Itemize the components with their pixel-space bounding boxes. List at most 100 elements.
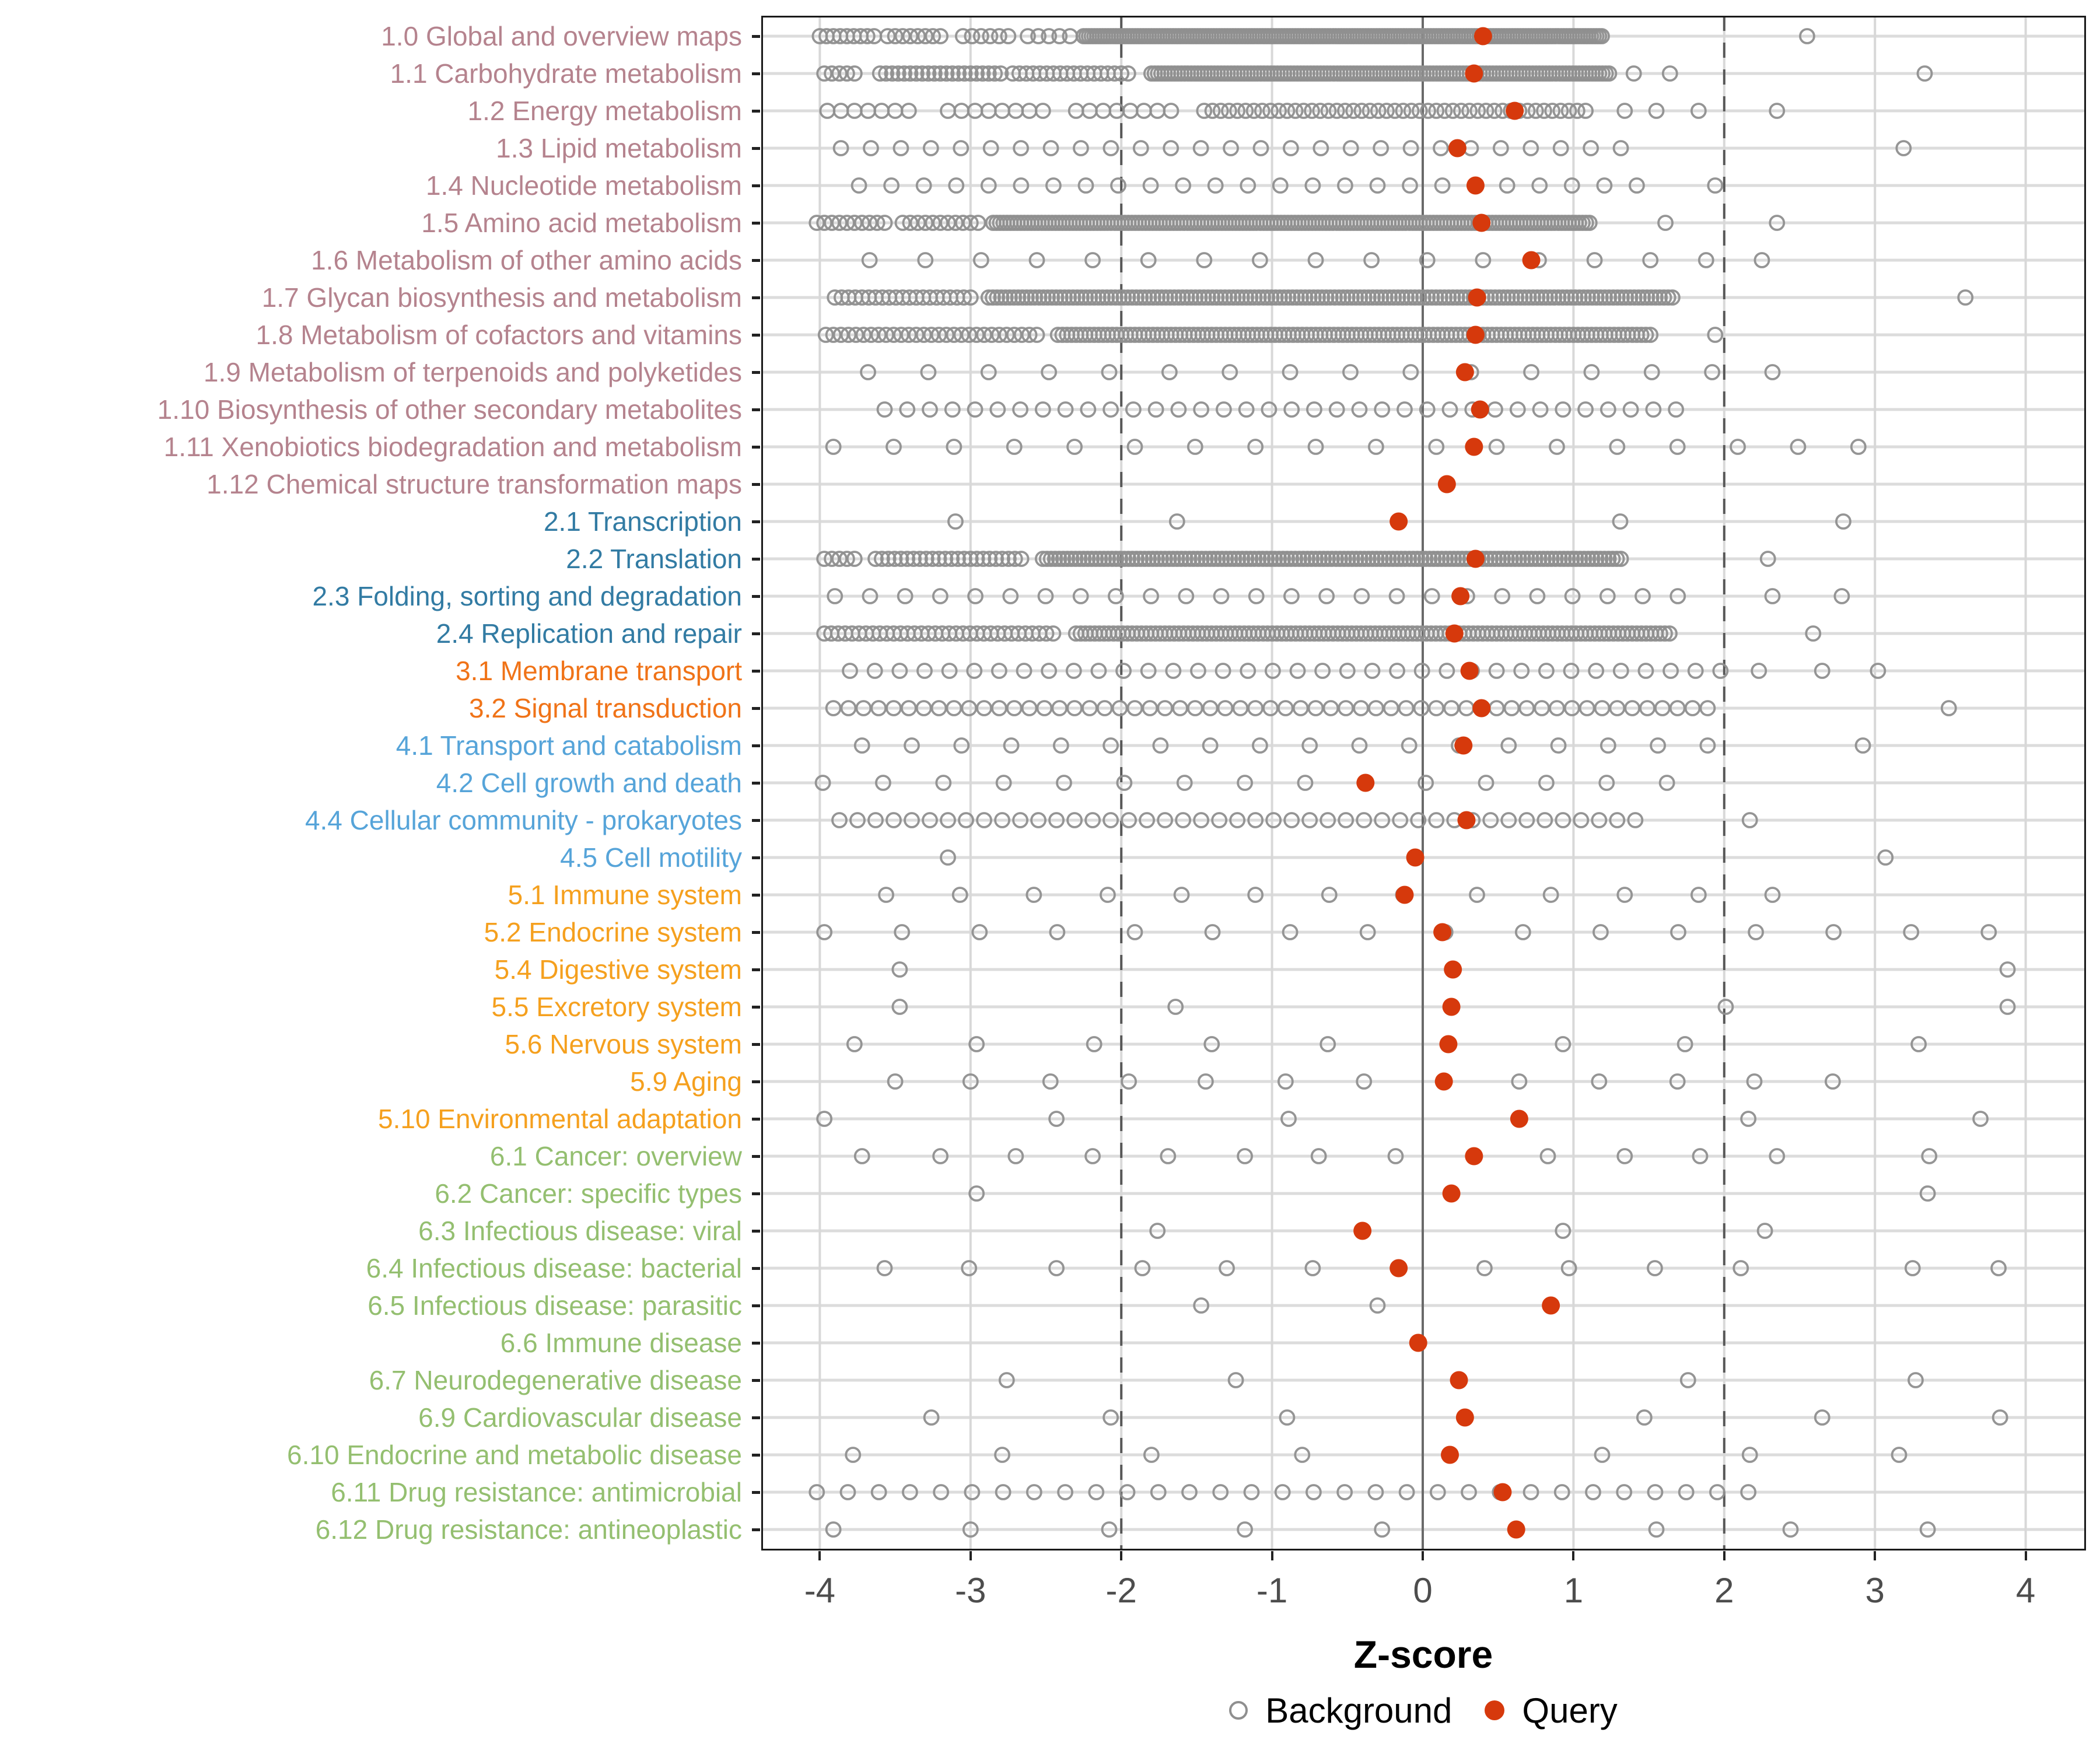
background-point — [962, 551, 979, 567]
y-axis-tick — [752, 72, 760, 75]
background-point — [923, 1409, 940, 1426]
background-point — [1369, 177, 1386, 194]
x-axis-tick-label: 1 — [1563, 1571, 1584, 1610]
background-point — [1406, 289, 1423, 306]
background-point — [1044, 289, 1060, 306]
background-point — [1289, 289, 1305, 306]
background-point — [1957, 289, 1974, 306]
background-point — [1301, 289, 1318, 306]
background-point — [1113, 65, 1130, 82]
background-point — [1592, 289, 1609, 306]
background-point — [1645, 401, 1662, 418]
background-point — [1246, 289, 1263, 306]
background-point — [1690, 887, 1707, 903]
background-point — [1921, 1148, 1938, 1164]
background-point — [1374, 401, 1391, 418]
background-point — [1741, 1447, 1758, 1463]
background-point — [1546, 289, 1563, 306]
background-point — [1403, 103, 1420, 119]
background-point — [867, 551, 884, 567]
background-point — [1072, 588, 1089, 604]
y-axis-label: 5.10 Environmental adaptation — [378, 1104, 742, 1134]
background-point — [1419, 252, 1436, 268]
background-point — [1238, 401, 1255, 418]
background-point — [1016, 663, 1032, 679]
background-point — [1026, 1484, 1042, 1500]
y-axis-label: 6.7 Neurodegenerative disease — [369, 1365, 742, 1395]
background-point — [1002, 588, 1019, 604]
background-point — [1549, 439, 1565, 455]
query-legend-label: Query — [1522, 1690, 1618, 1730]
y-axis-label: 1.6 Metabolism of other amino acids — [311, 245, 742, 275]
background-point — [968, 1036, 985, 1052]
query-point — [1450, 1371, 1468, 1390]
background-point — [964, 28, 981, 44]
background-point — [975, 551, 992, 567]
background-point — [1664, 289, 1681, 306]
background-point — [1419, 289, 1436, 306]
background-point — [1612, 513, 1629, 530]
background-point — [1592, 924, 1609, 940]
background-point — [940, 849, 956, 866]
query-legend-marker-icon — [1485, 1700, 1505, 1720]
background-point — [922, 401, 938, 418]
background-point — [1277, 1073, 1294, 1090]
query-point — [1439, 1035, 1458, 1054]
background-point — [1320, 103, 1337, 119]
background-point — [1034, 401, 1051, 418]
background-point — [1345, 103, 1362, 119]
background-point — [1223, 140, 1239, 156]
background-point — [989, 401, 1006, 418]
background-point — [1656, 289, 1672, 306]
background-point — [1084, 1148, 1101, 1164]
y-axis-tick — [752, 1006, 760, 1009]
background-point — [962, 215, 979, 231]
background-point — [1301, 812, 1318, 828]
background-point — [1020, 28, 1036, 44]
background-point — [1581, 215, 1598, 231]
background-point — [1588, 289, 1605, 306]
background-point — [1086, 1036, 1102, 1052]
background-point — [1717, 999, 1734, 1015]
background-point — [1013, 177, 1030, 194]
y-axis-label: 2.3 Folding, sorting and degradation — [312, 581, 742, 611]
y-axis-label: 6.1 Cancer: overview — [489, 1141, 742, 1171]
background-point — [964, 1484, 981, 1500]
background-point — [995, 1484, 1012, 1500]
background-point — [1196, 252, 1213, 268]
background-point — [956, 65, 973, 82]
background-point — [1065, 663, 1082, 679]
background-point — [1756, 1223, 1773, 1239]
background-point — [1306, 289, 1322, 306]
background-point — [1264, 663, 1281, 679]
background-point — [1338, 812, 1354, 828]
background-point — [982, 28, 999, 44]
background-point — [1227, 1372, 1244, 1388]
background-point — [1351, 737, 1368, 754]
background-point — [1461, 103, 1478, 119]
background-point — [1373, 140, 1390, 156]
background-point — [1339, 289, 1356, 306]
x-axis-tick — [1723, 1551, 1726, 1560]
background-point — [1616, 1484, 1633, 1500]
query-point — [1444, 960, 1462, 979]
query-point — [1507, 1520, 1525, 1539]
background-point — [1605, 289, 1622, 306]
background-point — [1916, 65, 1933, 82]
background-point — [1567, 289, 1584, 306]
background-point — [1367, 1484, 1384, 1500]
query-point — [1448, 139, 1466, 158]
background-point — [1337, 177, 1353, 194]
background-point — [967, 588, 984, 604]
y-axis-tick — [752, 520, 760, 523]
background-point — [891, 999, 908, 1015]
y-axis-tick — [752, 894, 760, 897]
background-point — [1423, 289, 1440, 306]
background-point — [1125, 401, 1142, 418]
background-point — [1336, 1484, 1353, 1500]
background-point — [1692, 1148, 1709, 1164]
y-axis-tick — [752, 595, 760, 598]
background-point — [1790, 439, 1807, 455]
background-point — [1073, 289, 1090, 306]
query-point — [1442, 1184, 1461, 1203]
